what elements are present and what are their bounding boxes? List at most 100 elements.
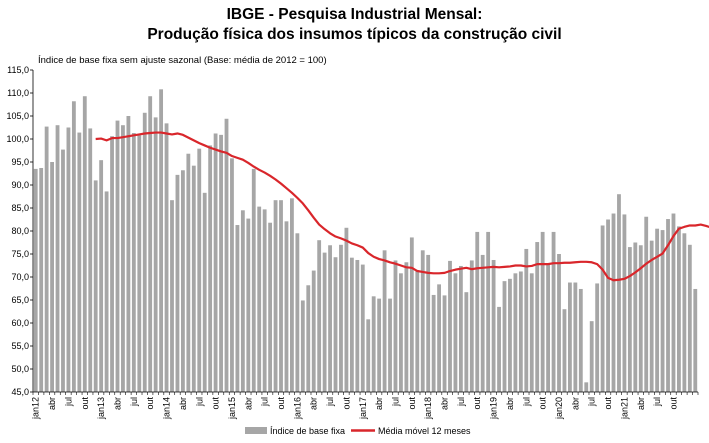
bar: [371, 296, 376, 392]
x-tick-label: jul: [129, 397, 139, 407]
y-tick-label: 100,0: [6, 134, 29, 144]
legend-bar-swatch: [245, 427, 267, 434]
chart-title: IBGE - Pesquisa Industrial Mensal:: [226, 6, 483, 23]
bar: [562, 309, 567, 392]
bar: [388, 298, 392, 392]
y-tick-label: 50,0: [11, 364, 29, 374]
bar: [180, 170, 185, 392]
x-tick-label: jan17: [358, 397, 368, 420]
x-tick-label: jul: [521, 397, 531, 407]
legend-line-label: Média móvel 12 meses: [378, 426, 471, 436]
bar: [404, 262, 409, 392]
bar: [382, 250, 387, 392]
x-tick-label: abr: [440, 397, 450, 410]
x-tick-label: abr: [309, 397, 319, 410]
bar: [360, 264, 365, 392]
bar: [513, 273, 518, 392]
bar: [420, 250, 425, 392]
bar: [284, 221, 289, 392]
bar: [535, 242, 540, 392]
chart-subtitle: Produção física dos insumos típicos da c…: [147, 26, 562, 43]
y-tick-label: 85,0: [11, 203, 29, 213]
bar: [186, 153, 191, 392]
bar: [606, 219, 610, 392]
x-tick-label: jul: [652, 397, 662, 407]
bar: [589, 321, 594, 392]
bar: [666, 219, 670, 392]
bar: [600, 225, 605, 392]
bar: [627, 247, 632, 392]
x-tick-label: out: [145, 397, 155, 410]
bar: [649, 240, 654, 392]
bar: [311, 270, 316, 392]
x-tick-label: jan19: [489, 397, 499, 420]
x-tick-label: jan14: [162, 397, 172, 420]
bar: [448, 260, 452, 392]
bar: [175, 174, 180, 392]
x-tick-label: abr: [243, 397, 253, 410]
bar: [126, 116, 131, 392]
bar: [208, 145, 213, 392]
bar: [99, 160, 104, 392]
bar: [573, 282, 578, 392]
bar: [88, 128, 93, 393]
moving-average-line: [95, 131, 709, 282]
bar: [617, 194, 621, 392]
x-tick-label: out: [668, 397, 678, 410]
x-tick-label: jan20: [554, 397, 564, 420]
bar: [366, 319, 371, 392]
x-tick-label: out: [407, 397, 417, 410]
x-tick-label: out: [80, 397, 90, 410]
bar: [540, 231, 545, 392]
bar: [349, 257, 354, 392]
bar: [262, 209, 267, 392]
bar: [464, 292, 469, 392]
bar: [426, 254, 431, 392]
x-tick-label: abr: [178, 397, 188, 410]
bar: [44, 126, 49, 392]
bar: [93, 180, 98, 392]
x-tick-label: out: [603, 397, 613, 410]
x-tick-label: jan13: [96, 397, 106, 420]
bar: [115, 120, 120, 392]
bar: [66, 127, 71, 392]
y-tick-label: 55,0: [11, 341, 29, 351]
bar: [213, 133, 218, 393]
x-tick-label: jan12: [31, 397, 41, 420]
y-tick-label: 115,0: [7, 65, 29, 75]
bar: [240, 210, 245, 392]
bar: [508, 278, 512, 392]
x-tick-label: jul: [587, 397, 597, 407]
y-tick-label: 75,0: [11, 249, 29, 259]
bar: [82, 96, 87, 392]
x-tick-label: jan18: [423, 397, 433, 420]
bar: [224, 118, 229, 392]
bar: [290, 198, 294, 392]
bar: [644, 216, 649, 392]
bar: [137, 135, 142, 392]
bar: [529, 273, 534, 392]
x-tick-label: abr: [47, 397, 57, 410]
y-tick-label: 105,0: [6, 111, 29, 121]
x-tick-label: jul: [260, 397, 270, 407]
bar: [339, 244, 343, 392]
x-tick-label: out: [538, 397, 548, 410]
x-tick-label: jan21: [619, 397, 629, 420]
x-tick-label: jul: [194, 397, 204, 407]
bar: [568, 282, 572, 392]
bar: [306, 285, 311, 392]
bar: [502, 281, 507, 392]
x-tick-label: jul: [390, 397, 400, 407]
bar: [300, 300, 305, 392]
bar: [235, 225, 240, 392]
bar: [322, 252, 327, 392]
x-tick-label: abr: [374, 397, 384, 410]
line-series: [95, 131, 709, 282]
bar: [164, 123, 169, 393]
bar: [202, 192, 207, 392]
bar: [671, 213, 676, 392]
bar: [584, 382, 589, 392]
bar: [595, 283, 600, 392]
bar: [50, 162, 54, 392]
bar-series: [33, 89, 698, 393]
